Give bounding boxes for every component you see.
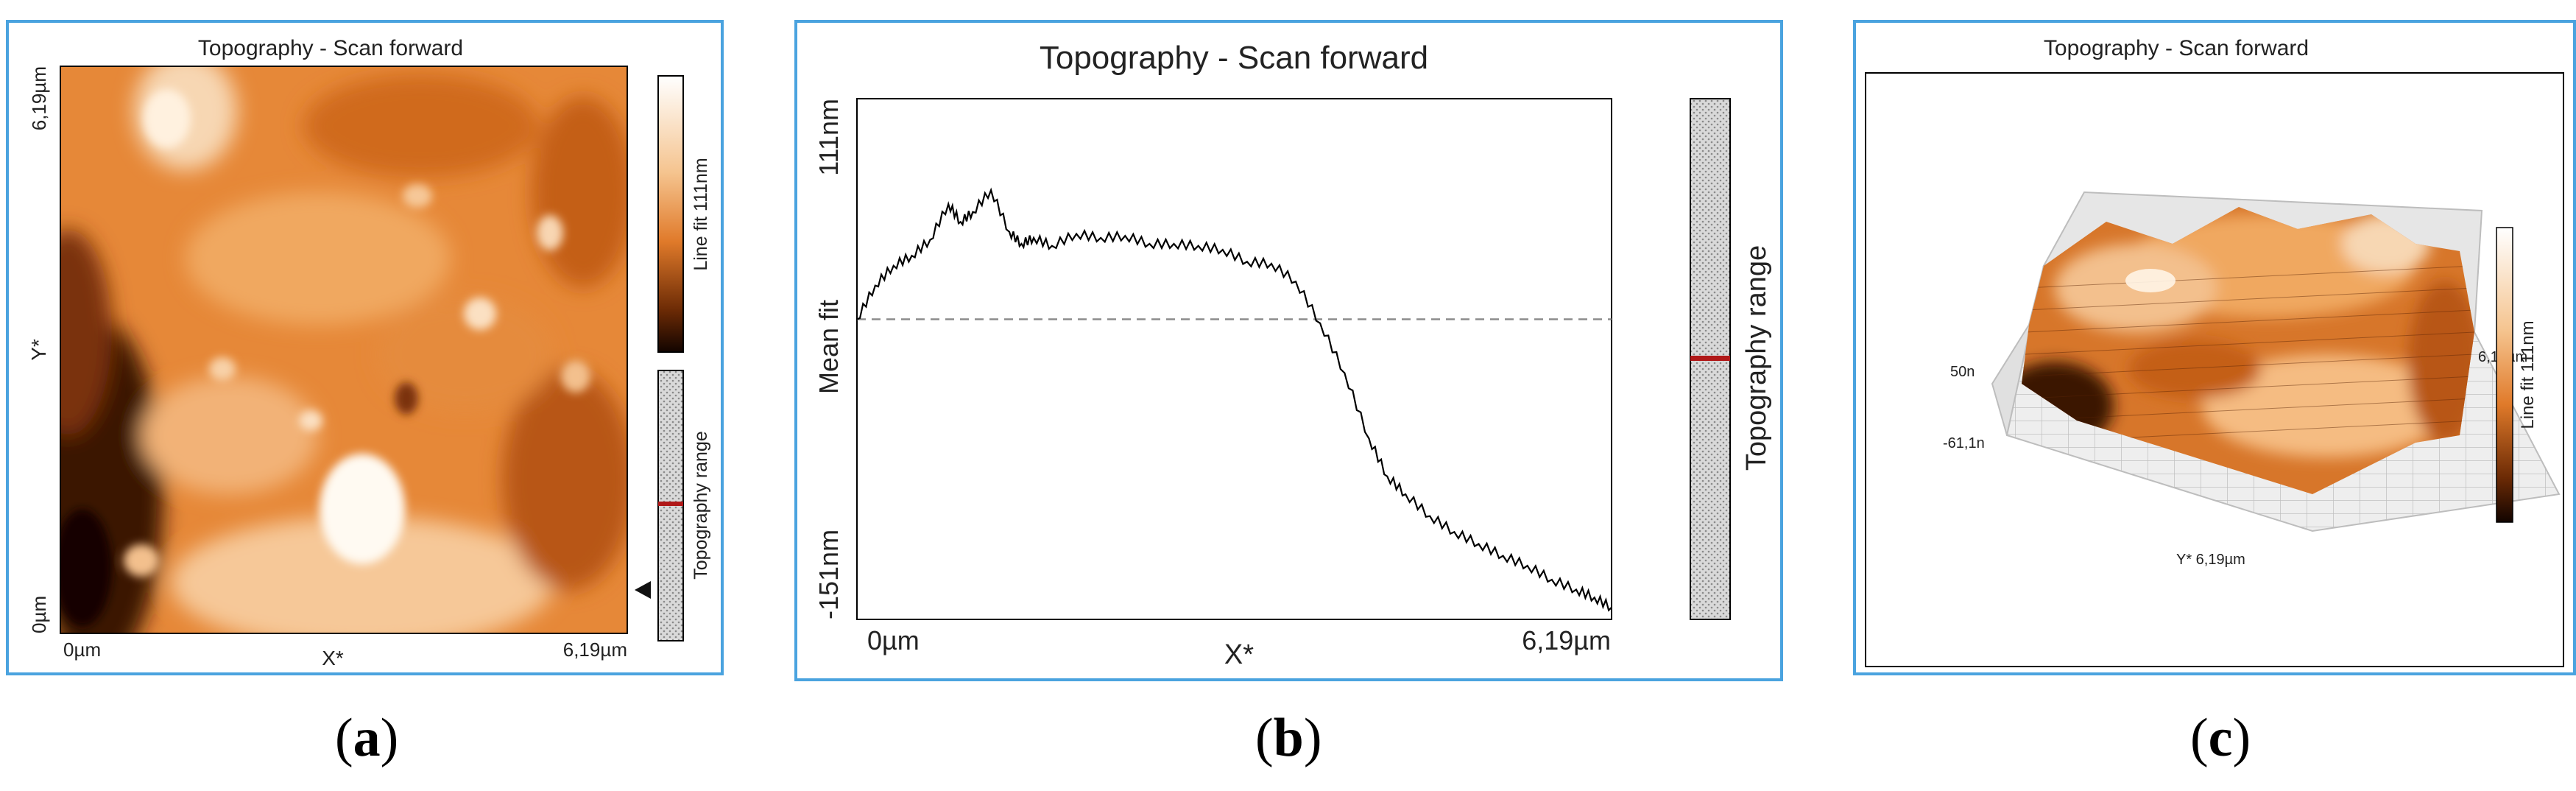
caption-a: (a): [335, 708, 399, 768]
panel-a-range-indicator[interactable]: [658, 502, 683, 506]
panel-c-surface: [2022, 207, 2474, 494]
panel-c-z-tick-max: 50n: [1950, 364, 1975, 380]
panel-b-svg: Topography - Scan forward 111nm Mean fit…: [814, 40, 1772, 670]
panel-c-title: Topography - Scan forward: [2044, 36, 2309, 60]
panel-c-y-axis-label: Y* 6,19µm: [2176, 552, 2245, 568]
panel-c-colorbar: [2496, 227, 2513, 523]
panel-b-x-tick-max: 6,19µm: [1522, 625, 1611, 655]
panel-a-svg: Topography - Scan forward: [27, 36, 711, 669]
panel-b-x-label: X*: [1224, 639, 1254, 670]
panel-c-3d-surface: Topography - Scan forward: [1853, 20, 2576, 675]
panel-b-title: Topography - Scan forward: [1040, 40, 1428, 76]
panel-b-y-tick-max: 111nm: [814, 99, 844, 176]
panel-c-z-tick-min: -61,1n: [1943, 435, 1985, 451]
panel-a-colorbar-label: Line fit 111nm: [691, 158, 711, 270]
panel-a-x-tick-max: 6,19µm: [563, 639, 627, 661]
caption-b: (b): [1255, 708, 1322, 768]
panel-a-y-tick-min: 0µm: [28, 596, 50, 633]
panel-b-y-label: Mean fit: [814, 300, 844, 394]
panel-b-profile-line: [856, 187, 1612, 612]
panel-b-x-tick-min: 0µm: [867, 625, 920, 655]
panel-a-x-label: X*: [322, 647, 344, 669]
panel-a-topography-map: Topography - Scan forward: [6, 20, 724, 675]
panel-b-plot-area: [856, 98, 1612, 620]
panel-a-colorbar: [657, 75, 684, 353]
panel-b-range-indicator[interactable]: [1690, 356, 1730, 361]
caption-c: (c): [2190, 708, 2251, 768]
panel-c-colorbar-label: Line fit 111nm: [2518, 320, 2538, 429]
panel-b-range-label: Topography range: [1741, 245, 1772, 471]
panel-c-svg: Topography - Scan forward: [1865, 36, 2564, 667]
panel-b-series: [856, 187, 1612, 612]
topography-heatmap: [60, 66, 627, 633]
panel-a-y-tick-max: 6,19µm: [28, 66, 50, 130]
panel-a-range-label: Topography range: [691, 431, 711, 580]
scan-line-marker-icon[interactable]: [635, 581, 651, 599]
panel-b-line-profile: Topography - Scan forward 111nm Mean fit…: [794, 20, 1783, 681]
panel-a-x-tick-min: 0µm: [63, 639, 101, 661]
panel-a-y-label: Y*: [27, 339, 50, 361]
panel-b-y-tick-min: -151nm: [814, 530, 844, 619]
panel-a-title: Topography - Scan forward: [198, 36, 463, 60]
